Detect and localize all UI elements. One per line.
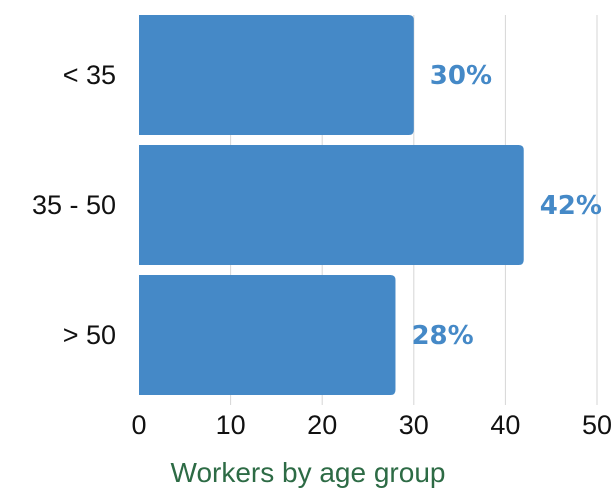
bar-1: [139, 15, 414, 135]
x-tick-label: 10: [216, 410, 246, 440]
data-label: 30%: [430, 61, 492, 91]
data-label: 42%: [540, 191, 602, 221]
y-tick-label: > 50: [63, 320, 116, 350]
x-axis-title: Workers by age group: [171, 457, 446, 488]
y-axis-tick-labels: < 35 35 - 50 > 50: [32, 60, 116, 350]
bar-3: [139, 275, 396, 395]
y-tick-label: < 35: [63, 60, 116, 90]
x-tick-label: 0: [131, 410, 146, 440]
x-tick-label: 30: [399, 410, 429, 440]
data-label: 28%: [411, 321, 473, 351]
data-labels: 30% 42% 28%: [411, 61, 601, 351]
x-axis-tick-labels: 0 10 20 30 40 50: [131, 410, 612, 440]
y-tick-label: 35 - 50: [32, 190, 116, 220]
x-tick-label: 20: [307, 410, 337, 440]
bars: [139, 15, 524, 395]
x-tick-label: 50: [582, 410, 612, 440]
x-tick-label: 40: [490, 410, 520, 440]
bar-2: [139, 145, 524, 265]
